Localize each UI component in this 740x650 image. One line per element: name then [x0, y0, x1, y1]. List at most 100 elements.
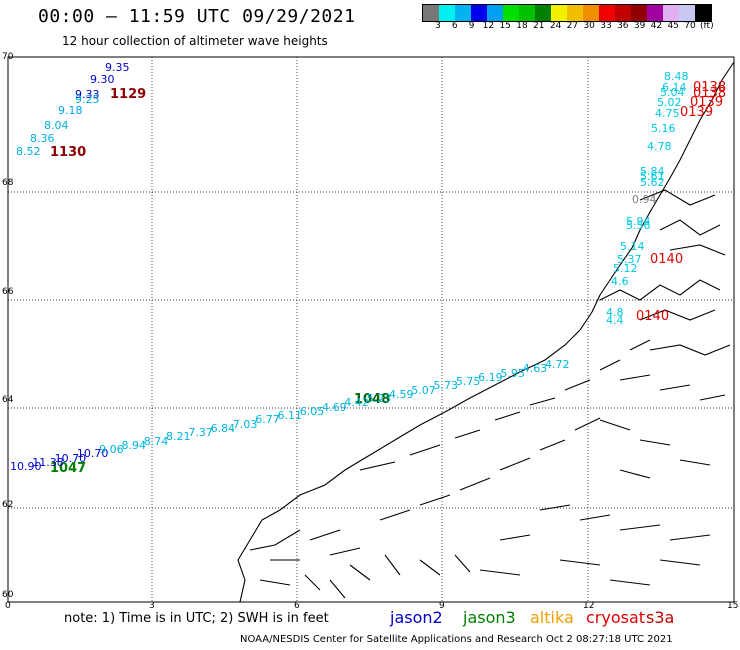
wave-value: 4.59 [388, 387, 414, 401]
wave-value: 7.37 [188, 426, 213, 439]
color-tick-label: 70 [684, 21, 696, 31]
color-swatch-3 [471, 5, 487, 21]
wave-value: 5.02 [657, 96, 682, 109]
wave-value: 4.69 [322, 400, 347, 414]
color-swatch-1 [439, 5, 455, 21]
color-swatch-8 [551, 5, 567, 21]
wave-value: 5.95 [500, 366, 525, 380]
color-tick-label: 45 [667, 21, 679, 31]
wave-value: 8.48 [664, 70, 689, 83]
wave-value: 8.36 [30, 132, 55, 145]
color-swatch-5 [503, 5, 519, 21]
wave-value: 5.16 [651, 122, 676, 135]
pass-label-0138-b: 0138 [693, 86, 727, 101]
wave-value: 4.78 [647, 140, 672, 153]
color-tick-label: 27 [566, 21, 579, 31]
x-tick-0: 0 [5, 601, 11, 611]
wave-value: 5.84 [640, 165, 665, 178]
pass-label-1047: 1047 [50, 461, 87, 476]
color-swatch-15 [663, 5, 679, 21]
wave-value: 10.70 [54, 451, 87, 465]
legend-s3a: s3a [646, 608, 675, 627]
color-tick-label: 18 [516, 21, 528, 31]
pass-label-0140-south: 0140 [636, 309, 670, 324]
pass-label-1129: 1129 [110, 87, 147, 102]
wave-value: 4.75 [655, 107, 680, 120]
wave-value: 8.21 [166, 430, 191, 444]
wave-value: 7.03 [232, 417, 258, 431]
pass-label-0139: 0139 [690, 95, 724, 110]
x-tick-6: 6 [294, 601, 300, 611]
y-tick-66: 66 [2, 287, 14, 297]
wave-value: 5.56 [626, 219, 651, 232]
color-tick-label: 21 [533, 21, 545, 31]
color-tick-label: 36 [617, 21, 629, 31]
wave-value: 11.38 [32, 455, 64, 469]
pass-label-0139-b: 0139 [680, 105, 714, 120]
wave-value: 5.04 [660, 86, 685, 99]
pass-label-0140-mid: 0140 [650, 252, 684, 267]
wave-value: 5.62 [640, 176, 665, 189]
wave-value: 6.19 [478, 370, 503, 384]
grid [8, 57, 734, 602]
wave-value: 4.8 [606, 306, 624, 319]
wave-value: 5.14 [620, 240, 645, 253]
wave-value: 10.70 [76, 447, 109, 461]
color-swatch-13 [631, 5, 647, 21]
color-tick-label: 3 [435, 21, 441, 31]
wave-value: 4.72 [545, 358, 570, 371]
wave-value: 10.90 [10, 460, 42, 473]
wave-value: 9.06 [99, 443, 124, 456]
color-tick-label: 15 [499, 21, 511, 31]
x-tick-15: 15 [727, 601, 739, 611]
footer-credit: NOAA/NESDIS Center for Satellite Applica… [240, 634, 673, 645]
wave-value: 8.04 [44, 119, 69, 132]
wave-value: 0.94 [632, 193, 657, 206]
color-tick-label: 9 [468, 21, 475, 31]
color-tick-label: 33 [600, 21, 612, 31]
wave-value: 6.77 [255, 413, 280, 427]
color-swatch-0 [423, 5, 439, 21]
legend-cryosat: cryosat [586, 608, 646, 627]
color-tick-label: 12 [482, 21, 495, 31]
x-tick-3: 3 [149, 601, 155, 611]
wave-value: 9.25 [75, 93, 100, 106]
color-swatch-6 [519, 5, 535, 21]
wave-value: 9.18 [58, 104, 83, 117]
x-tick-12: 12 [583, 601, 595, 611]
plot-frame [7, 56, 735, 603]
coastline [237, 61, 735, 603]
map-subtitle: 12 hour collection of altimeter wave hei… [62, 34, 328, 48]
wave-value: 6.14 [662, 81, 687, 94]
color-swatch-11 [599, 5, 615, 21]
color-tick-label: 39 [633, 21, 646, 31]
wave-value: 6.11 [277, 409, 303, 422]
color-tick-label: (ft) [700, 21, 714, 31]
legend-jason3: jason3 [463, 608, 516, 627]
wave-value: 4.42 [344, 396, 369, 410]
color-swatch-14 [647, 5, 663, 21]
color-swatch-4 [487, 5, 503, 21]
wave-value: 5.23 [366, 392, 392, 405]
wave-value: 9.35 [105, 61, 130, 74]
note-text: note: 1) Time is in UTC; 2) SWH is in fe… [64, 611, 329, 626]
wave-value: 5.37 [617, 253, 642, 266]
x-tick-9: 9 [439, 601, 445, 611]
color-scale-bar [422, 4, 712, 22]
color-swatch-16 [679, 5, 695, 21]
wave-value: 5.12 [613, 262, 638, 275]
y-tick-68: 68 [2, 178, 14, 188]
color-tick-label: 30 [583, 21, 595, 31]
y-tick-60: 60 [2, 590, 14, 600]
wave-value: 6.05 [299, 404, 325, 418]
color-swatch-2 [455, 5, 471, 21]
wave-value: 4.63 [522, 362, 548, 376]
color-swatch-10 [583, 5, 599, 21]
color-swatch-12 [615, 5, 631, 21]
wave-value: 4.6 [611, 275, 629, 288]
legend-jason2: jason2 [390, 608, 443, 627]
wave-value: 4.4 [606, 314, 624, 327]
color-swatch-7 [535, 5, 551, 21]
wave-value: 5.75 [455, 375, 481, 388]
